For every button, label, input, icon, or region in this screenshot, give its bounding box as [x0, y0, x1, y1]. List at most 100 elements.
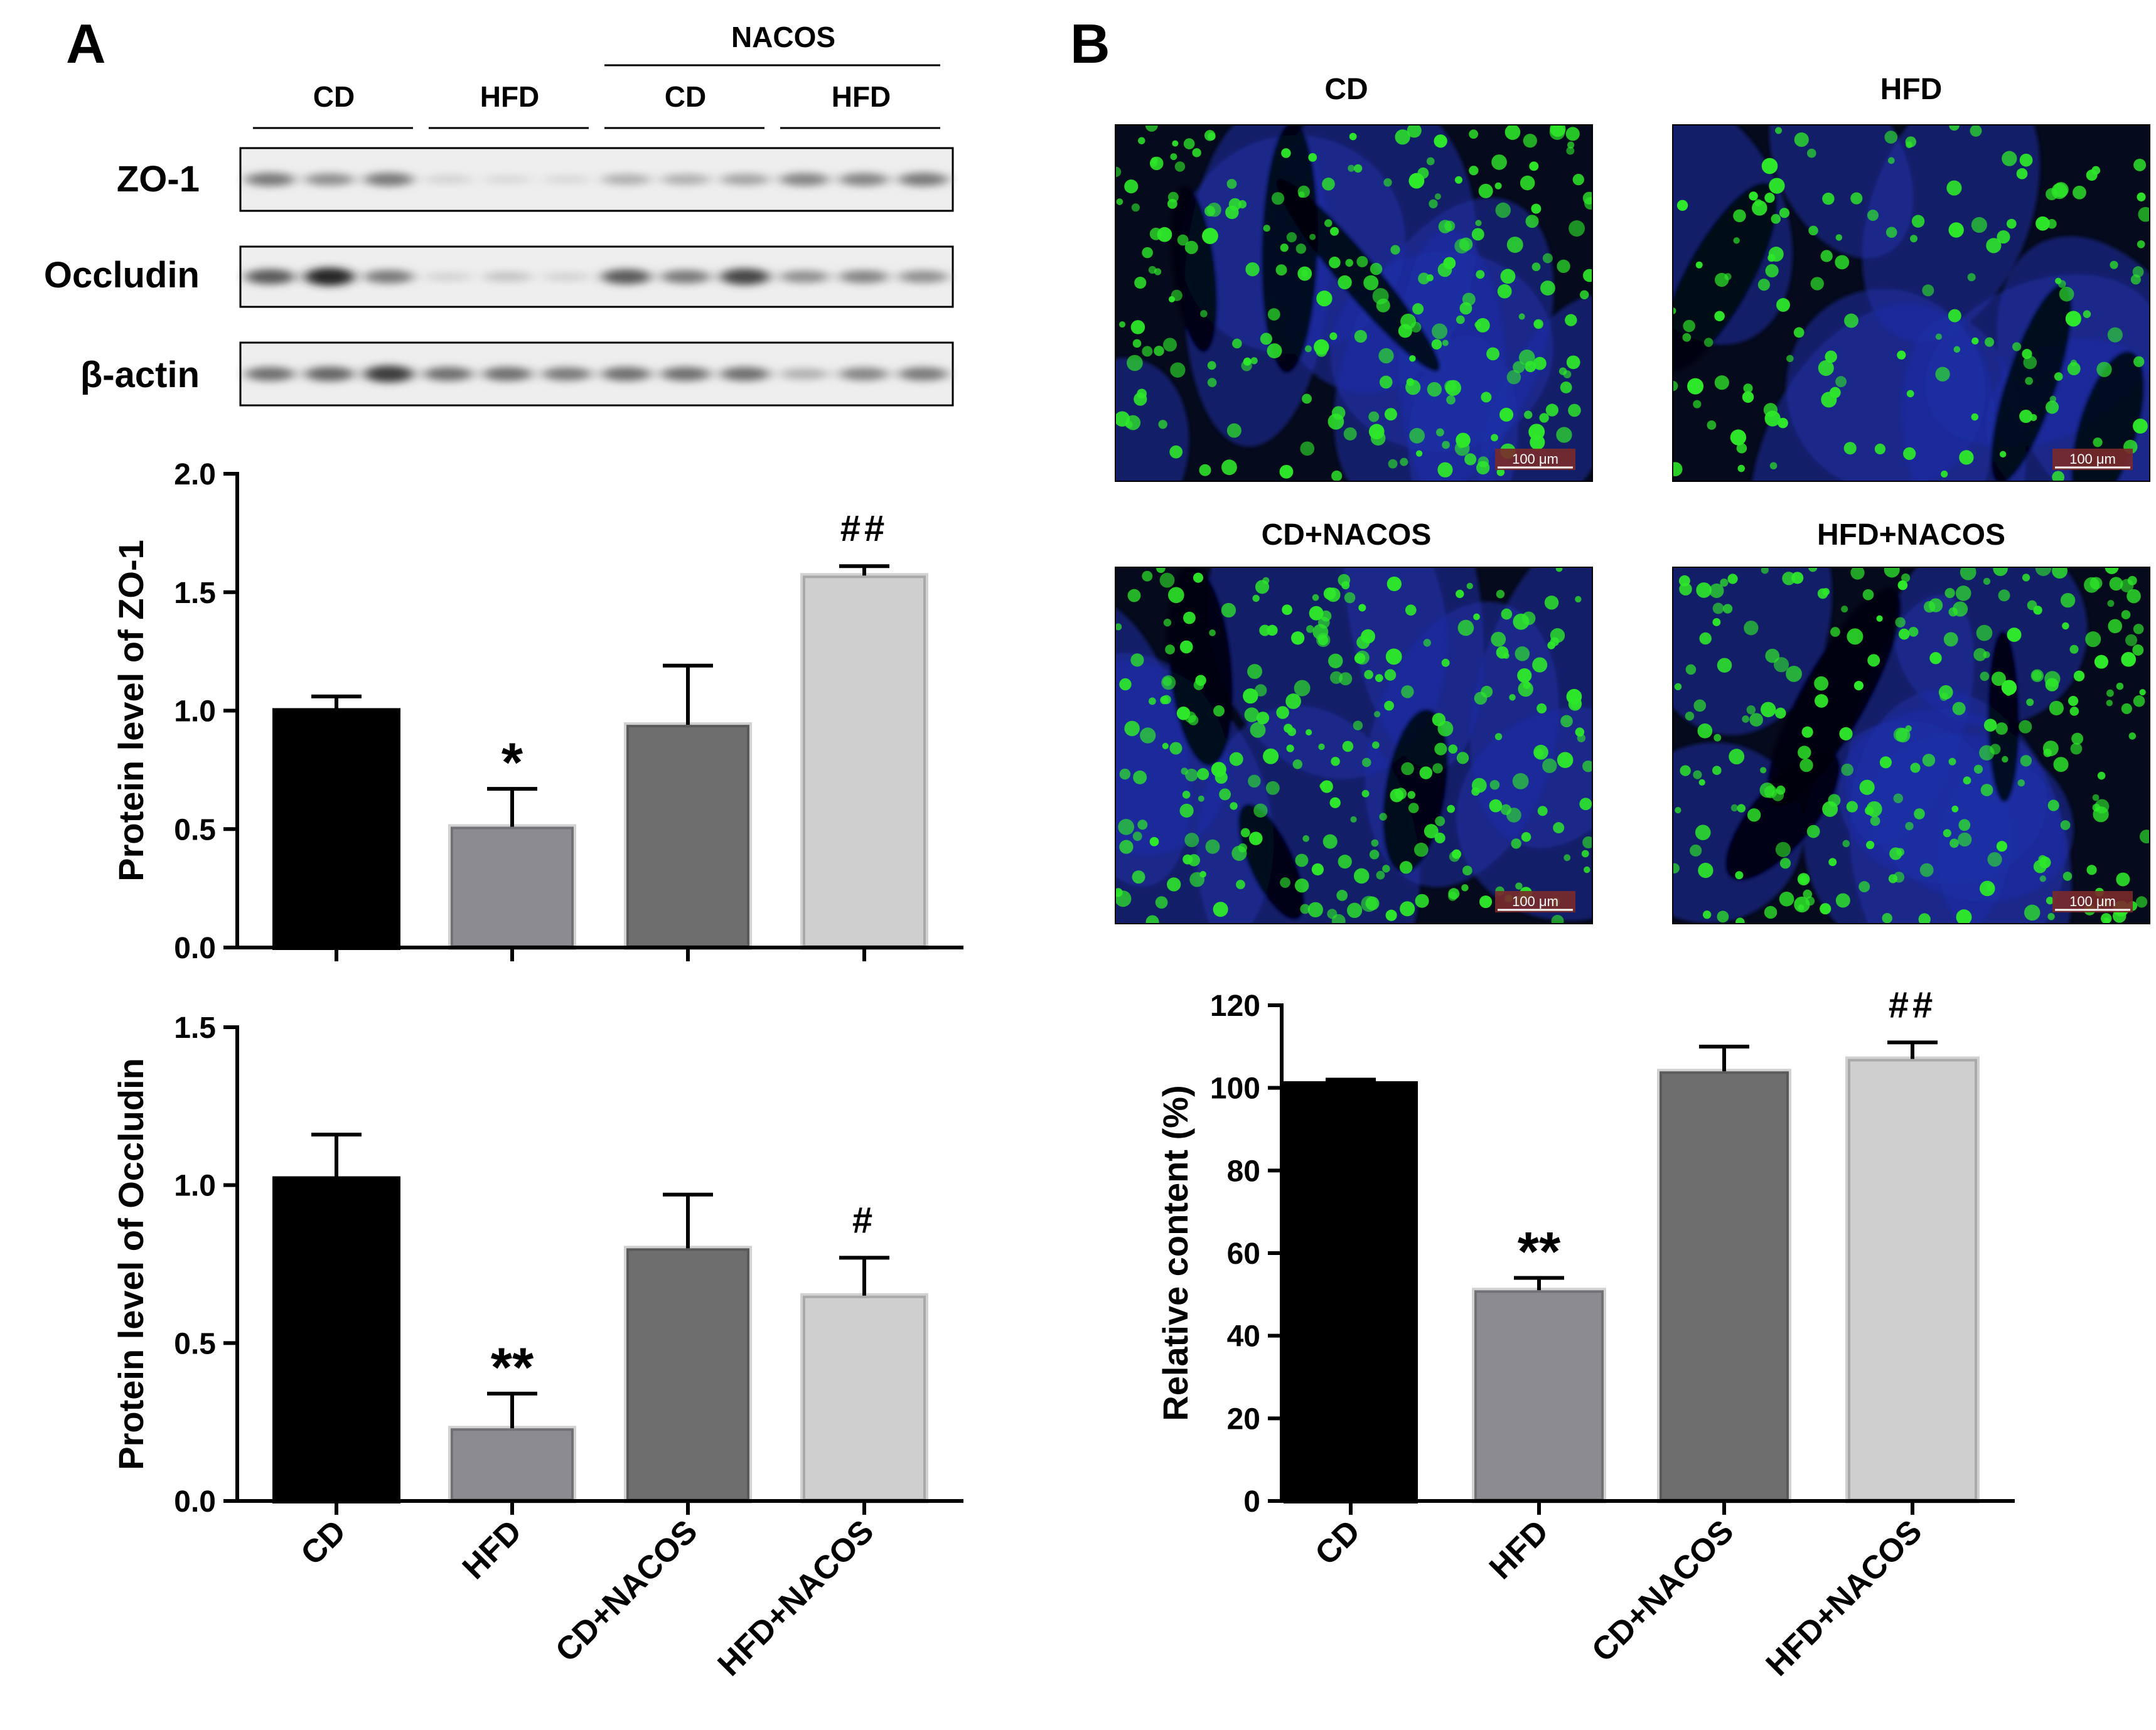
- goblet-cell: [2051, 183, 2068, 200]
- goblet-cells: [1115, 125, 1592, 481]
- blot-protein-label-zo1: ZO-1: [117, 159, 200, 200]
- goblet-cell: [1133, 770, 1147, 784]
- goblet-cell: [1434, 193, 1441, 200]
- goblet-cell: [1948, 222, 1964, 238]
- goblet-cell: [1495, 202, 1511, 218]
- goblet-cell: [1145, 125, 1158, 132]
- goblet-cell: [1329, 332, 1338, 340]
- goblet-cell: [1159, 572, 1175, 588]
- tissue-fold: [1673, 742, 1805, 924]
- goblet-cell: [1405, 604, 1417, 616]
- goblet-cell: [1733, 209, 1746, 223]
- tissue-layer: [1115, 567, 1592, 924]
- goblet-cell: [1182, 791, 1191, 799]
- goblet-cell: [1205, 839, 1220, 854]
- goblet-cell: [1556, 427, 1572, 443]
- goblet-cell: [1415, 450, 1423, 457]
- goblet-cell: [1922, 284, 1934, 297]
- goblet-cell: [1142, 570, 1153, 582]
- goblet-cell: [1231, 845, 1247, 861]
- chart-zo1: * ## 0.0 0.5 1.0 1.5 2.0 Protein level of ZO-1: [111, 458, 963, 965]
- goblet-cell: [1551, 915, 1564, 924]
- goblet-cell: [1743, 383, 1753, 393]
- y-tick-label: 0: [1243, 1485, 1260, 1519]
- goblet-cell: [1329, 797, 1341, 808]
- goblet-cell: [1119, 840, 1134, 854]
- goblet-cell: [1193, 572, 1204, 583]
- goblet-cell: [1473, 613, 1480, 621]
- goblet-cell: [1951, 805, 1959, 813]
- goblet-cell: [1910, 762, 1921, 773]
- goblet-cell: [1980, 671, 1990, 681]
- goblet-cell: [1226, 179, 1237, 189]
- goblet-cell: [1476, 270, 1485, 279]
- goblet-cell: [1300, 904, 1311, 914]
- goblet-cell: [1479, 895, 1493, 909]
- goblet-cell: [1722, 604, 1733, 614]
- goblet-cell: [1764, 905, 1778, 919]
- goblet-cell: [1282, 604, 1292, 616]
- goblet-cell: [1221, 602, 1236, 618]
- goblet-cell: [2065, 311, 2081, 327]
- bar-hfd-nacos: [800, 1293, 928, 1503]
- goblet-cell: [2093, 437, 2103, 447]
- goblet-cell: [1714, 734, 1722, 742]
- goblet-cell: [1544, 595, 1559, 610]
- goblet-cell: [1737, 804, 1746, 813]
- goblet-cell: [1361, 757, 1371, 767]
- goblet-cell: [1127, 589, 1141, 602]
- blot-protein-label-beta-actin: β-actin: [80, 355, 200, 395]
- goblet-cell: [1204, 205, 1216, 217]
- blot-band: [245, 366, 296, 382]
- goblet-cell: [1983, 718, 1997, 732]
- goblet-cell: [2049, 700, 2064, 716]
- micrograph-label: CD+NACOS: [1262, 518, 1432, 552]
- goblet-cell: [1250, 722, 1266, 738]
- goblet-cell: [1698, 862, 1714, 878]
- goblet-cell: [1674, 683, 1682, 691]
- goblet-cell: [1415, 894, 1429, 908]
- goblet-cell: [1252, 594, 1260, 602]
- goblet-cell: [1801, 726, 1813, 738]
- goblet-cell: [1525, 215, 1539, 228]
- goblet-cell: [1761, 567, 1769, 574]
- goblet-cell: [1749, 191, 1758, 201]
- blot-band: [720, 173, 770, 186]
- goblet-cell: [1778, 417, 1788, 429]
- goblet-cell: [1395, 788, 1407, 800]
- goblet-cell: [1245, 262, 1260, 277]
- goblet-cell: [1145, 915, 1159, 924]
- blot-band: [304, 173, 355, 186]
- goblet-cell: [1501, 608, 1513, 620]
- goblet-cell: [1841, 763, 1853, 776]
- goblet-cell: [1330, 671, 1343, 684]
- tissue-fold: [1343, 567, 1484, 771]
- goblet-cell: [1693, 400, 1702, 408]
- goblet-cell: [1384, 408, 1397, 421]
- goblet-cell: [2108, 619, 2123, 634]
- goblet-cell: [2020, 755, 2032, 767]
- goblet-cell: [1385, 909, 1397, 921]
- goblet-cell: [1454, 238, 1469, 254]
- micrograph-cd-nacos: CD+NACOS 100 μm: [1115, 518, 1593, 924]
- goblet-cell: [1825, 350, 1837, 363]
- bar-hfd: [448, 1426, 576, 1504]
- y-tick-label: 60: [1227, 1237, 1260, 1271]
- goblet-cell: [1336, 890, 1348, 901]
- blot-band: [542, 272, 592, 282]
- goblet-cell: [1172, 140, 1179, 147]
- goblet-cell: [1348, 164, 1355, 172]
- goblet-cell: [1897, 350, 1906, 360]
- goblet-cell: [1165, 644, 1175, 654]
- goblet-cell: [1771, 789, 1784, 801]
- goblet-cell: [1799, 875, 1808, 884]
- scale-bar: [1495, 891, 1575, 912]
- goblet-cell: [1434, 832, 1445, 843]
- goblet-cell: [1557, 259, 1570, 274]
- goblet-cell: [2121, 652, 2137, 667]
- goblet-cell: [1901, 573, 1911, 582]
- goblet-cell: [1504, 125, 1521, 140]
- goblet-cell: [1695, 261, 1703, 269]
- bar-hfd: [1472, 1288, 1606, 1503]
- goblet-cell: [1118, 321, 1126, 328]
